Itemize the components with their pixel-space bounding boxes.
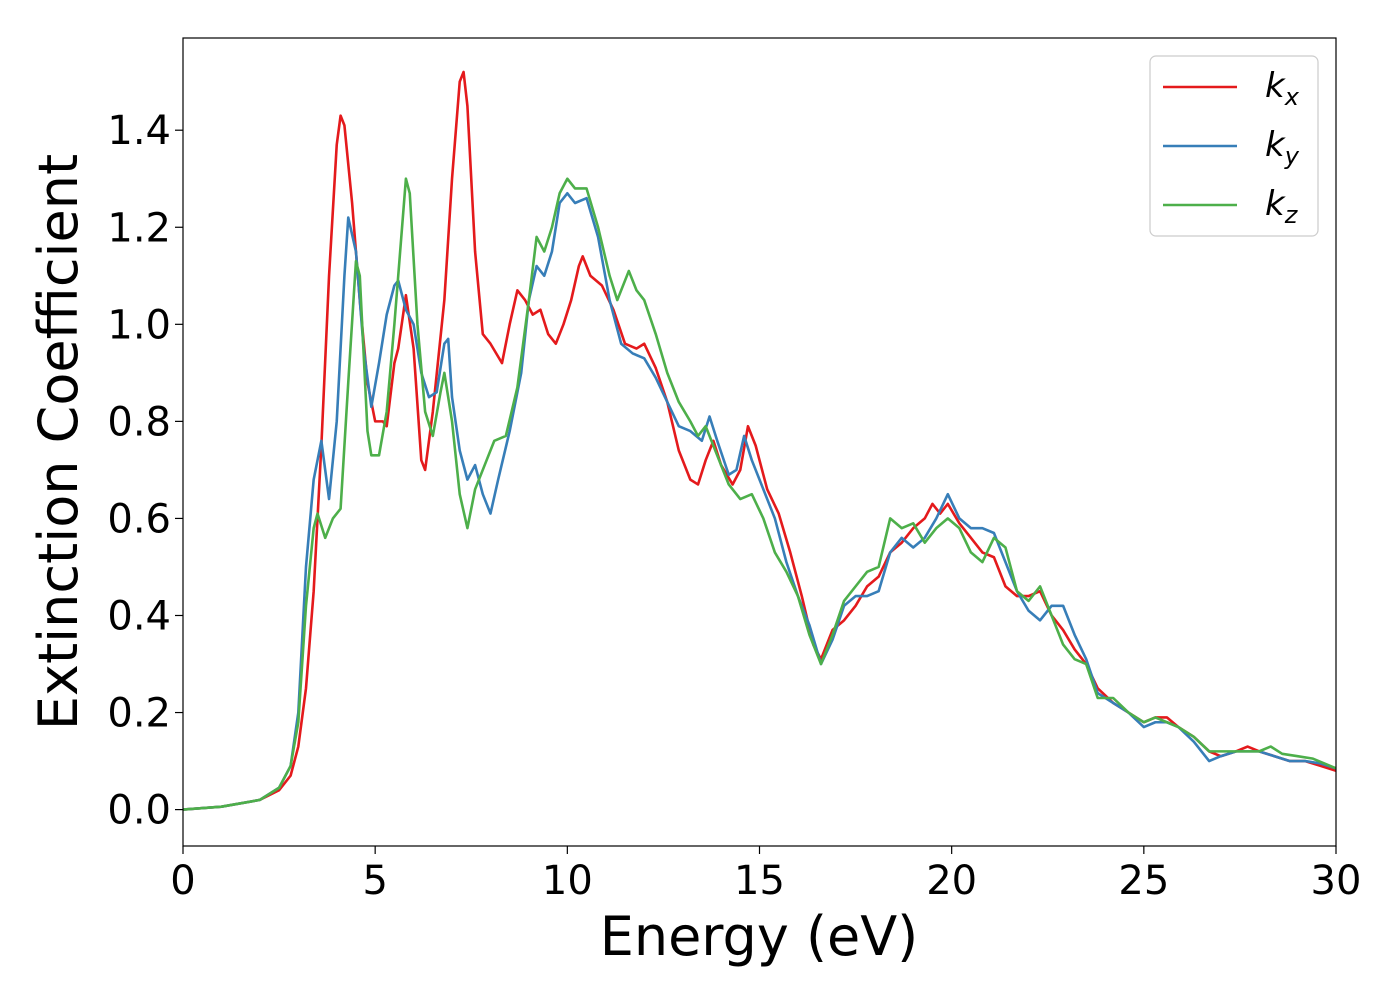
x-axis-ticks: 0 5 10 15 20 25 30 [170, 846, 1361, 904]
y-tick-label: 0.6 [107, 496, 171, 542]
legend-label-kz: kz [1265, 184, 1299, 229]
series-line-ky [182, 191, 1337, 811]
y-tick-label: 1.4 [107, 108, 171, 154]
x-tick-label: 10 [542, 858, 593, 904]
x-tick-label: 0 [170, 858, 195, 904]
legend: kx ky kz [1149, 55, 1319, 237]
x-tick-label: 25 [1118, 858, 1169, 904]
y-tick-label: 0.0 [107, 788, 171, 834]
series-lines [182, 70, 1337, 811]
x-tick-label: 15 [734, 858, 785, 904]
legend-label-ky: ky [1265, 125, 1300, 170]
y-tick-label: 1.2 [107, 205, 171, 251]
y-tick-label: 0.4 [107, 593, 171, 639]
x-tick-label: 20 [926, 858, 977, 904]
y-tick-label: 1.0 [107, 302, 171, 348]
y-tick-label: 0.8 [107, 399, 171, 445]
x-axis-label: Energy (eV) [600, 905, 919, 968]
legend-label-kx: kx [1265, 66, 1300, 111]
series-line-kz [182, 177, 1337, 811]
x-tick-label: 5 [362, 858, 387, 904]
series-line-kx [182, 70, 1337, 811]
x-tick-label: 30 [1311, 858, 1362, 904]
y-axis-ticks: 0.0 0.2 0.4 0.6 0.8 1.0 1.2 1.4 [107, 108, 183, 834]
y-axis-label: Extinction Coefficient [27, 154, 90, 730]
y-tick-label: 0.2 [107, 691, 171, 737]
